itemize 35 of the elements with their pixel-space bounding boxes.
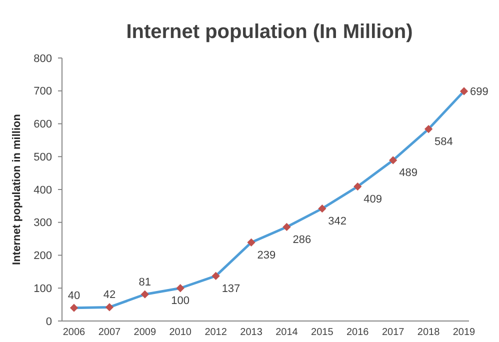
y-tick-label: 400	[34, 184, 52, 196]
data-label: 409	[364, 194, 382, 206]
y-tick-label: 600	[34, 118, 52, 131]
y-tick-label: 500	[34, 151, 52, 164]
chart-title: Internet population (In Million)	[126, 21, 413, 43]
y-tick-label: 700	[34, 86, 52, 98]
x-tick-label: 2017	[382, 327, 405, 338]
data-label: 342	[328, 216, 347, 228]
x-tick-label: 2019	[452, 327, 476, 338]
y-tick-label: 100	[34, 282, 52, 295]
y-tick-label: 800	[34, 52, 52, 65]
data-label: 81	[138, 276, 152, 288]
x-tick-label: 2013	[240, 327, 263, 338]
x-tick-label: 2016	[346, 327, 370, 338]
x-tick-label: 2010	[169, 327, 192, 338]
data-label: 489	[399, 167, 418, 180]
data-label: 100	[171, 295, 190, 308]
y-tick-label: 300	[34, 217, 52, 230]
data-label: 239	[257, 249, 276, 262]
data-label: 137	[222, 282, 240, 295]
x-tick-label: 2014	[276, 327, 298, 338]
x-tick-label: 2006	[62, 327, 86, 338]
data-label: 42	[103, 289, 116, 302]
y-tick-label: 0	[46, 316, 52, 328]
x-tick-label: 2018	[417, 327, 440, 338]
x-tick-label: 2015	[311, 327, 334, 338]
data-label: 699	[470, 86, 488, 98]
data-label: 584	[434, 136, 453, 148]
x-tick-label: 2007	[98, 327, 122, 338]
x-tick-label: 2012	[204, 327, 228, 338]
data-label: 40	[68, 290, 80, 302]
y-tick-label: 200	[34, 250, 52, 262]
data-label: 286	[292, 234, 312, 246]
x-tick-label: 2009	[134, 327, 156, 338]
y-axis-title: Internet population in million	[11, 114, 23, 265]
